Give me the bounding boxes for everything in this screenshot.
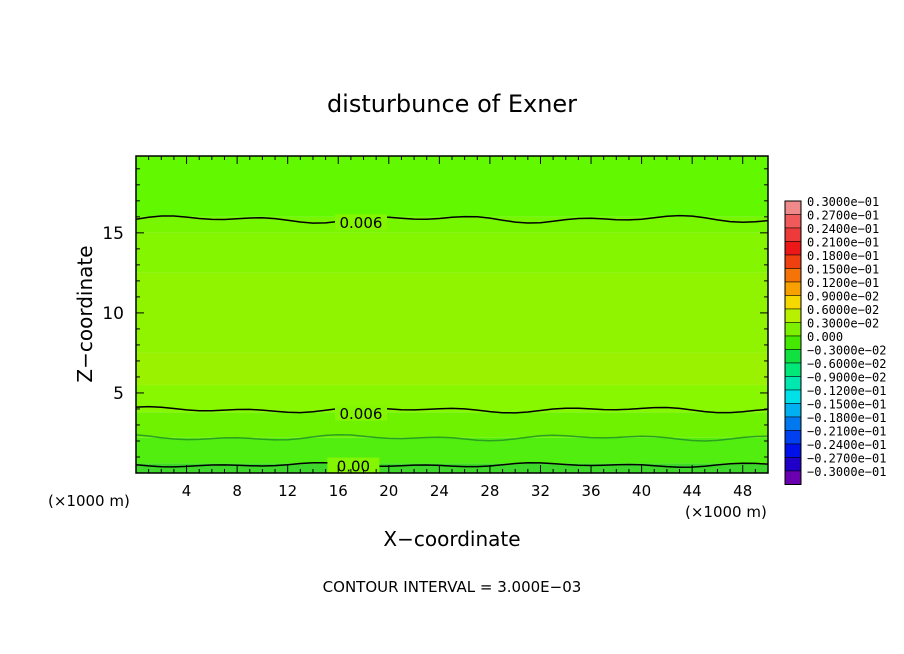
field-band-8 [136, 156, 768, 217]
colorbar-frame [784, 200, 802, 485]
colorbar-label-16: −0.1800e−01 [807, 411, 886, 425]
colorbar: 0.3000e−010.2700e−010.2400e−010.2100e−01… [784, 195, 886, 485]
contour-label-2: 0.00 [337, 458, 370, 476]
chart-title: disturbunce of Exner [327, 90, 577, 118]
colorbar-swatch-18 [784, 443, 802, 458]
field-band-0 [136, 463, 768, 473]
y-axis-label: Z−coordinate [73, 245, 97, 382]
x-tick-label-10: 44 [683, 482, 702, 500]
colorbar-label-6: 0.1200e−01 [807, 276, 879, 290]
x-tick-label-3: 16 [329, 482, 348, 500]
field-band-1 [136, 437, 768, 464]
colorbar-swatch-16 [784, 416, 802, 431]
colorbar-label-8: 0.6000e−02 [807, 303, 879, 317]
colorbar-label-11: −0.3000e−02 [807, 344, 886, 358]
x-tick-label-9: 40 [632, 482, 651, 500]
colorbar-label-17: −0.2100e−01 [807, 425, 886, 439]
field-band-6 [136, 232, 768, 273]
colorbar-label-20: −0.3000e−01 [807, 465, 886, 479]
contour-label-bg-0 [334, 214, 387, 231]
colorbar-swatch-6 [784, 281, 802, 296]
contour-lines [135, 214, 769, 468]
colorbar-label-19: −0.2700e−01 [807, 452, 886, 466]
colorbar-label-0: 0.3000e−01 [807, 195, 879, 209]
contour-line-3 [135, 461, 769, 468]
x-tick-label-8: 36 [581, 482, 600, 500]
contour-label-0: 0.006 [340, 214, 383, 232]
contour-label-1: 0.006 [340, 405, 383, 423]
colorbar-label-10: 0.000 [807, 330, 843, 344]
contour-line-0 [135, 214, 769, 224]
colorbar-swatch-8 [784, 308, 802, 323]
colorbar-swatch-13 [784, 376, 802, 391]
colorbar-label-9: 0.3000e−02 [807, 317, 879, 331]
colorbar-label-14: −0.1200e−01 [807, 384, 886, 398]
field-band-5 [136, 272, 768, 353]
y-tick-label-0: 5 [113, 384, 124, 404]
colorbar-label-3: 0.2100e−01 [807, 236, 879, 250]
colorbar-label-12: −0.6000e−02 [807, 357, 886, 371]
x-tick-label-1: 8 [232, 482, 242, 500]
x-unit-right: (×1000 m) [685, 503, 767, 521]
x-tick-label-11: 48 [733, 482, 752, 500]
x-tick-label-7: 32 [531, 482, 550, 500]
colorbar-swatch-2 [784, 227, 802, 242]
contour-label-bg-1 [334, 404, 387, 421]
x-tick-label-5: 24 [430, 482, 449, 500]
x-tick-label-6: 28 [480, 482, 499, 500]
field-band-2 [136, 412, 768, 438]
colorbar-label-5: 0.1500e−01 [807, 263, 879, 277]
y-tick-label-2: 15 [102, 224, 124, 244]
contour-label-bg-2 [327, 457, 380, 474]
contour-line-1 [135, 405, 769, 414]
colorbar-label-18: −0.2400e−01 [807, 438, 886, 452]
plot-area [136, 156, 768, 473]
contour-line-2 [135, 433, 769, 442]
colorbar-swatch-19 [784, 457, 802, 472]
field-band-4 [136, 352, 768, 385]
colorbar-label-7: 0.9000e−02 [807, 290, 879, 304]
colorbar-swatch-9 [784, 322, 802, 337]
colorbar-swatch-3 [784, 241, 802, 256]
x-unit-left: (×1000 m) [48, 492, 130, 510]
x-tick-label-4: 20 [379, 482, 398, 500]
contour-interval-footer: CONTOUR INTERVAL = 3.000E−03 [323, 578, 582, 596]
colorbar-swatch-4 [784, 254, 802, 269]
x-tick-label-2: 12 [278, 482, 297, 500]
colorbar-swatch-5 [784, 268, 802, 283]
colorbar-swatch-15 [784, 403, 802, 418]
colorbar-label-15: −0.1500e−01 [807, 398, 886, 412]
colorbar-swatch-10 [784, 335, 802, 350]
colorbar-swatch-20 [784, 470, 802, 485]
colorbar-swatch-7 [784, 295, 802, 310]
contour-labels: 0.006 0.006 0.00 [327, 214, 387, 476]
colorbar-swatch-1 [784, 214, 802, 229]
colorbar-swatch-17 [784, 430, 802, 445]
colorbar-label-1: 0.2700e−01 [807, 209, 879, 223]
colorbar-label-4: 0.1800e−01 [807, 249, 879, 263]
colorbar-label-13: −0.9000e−02 [807, 371, 886, 385]
colorbar-swatch-11 [784, 349, 802, 364]
colorbar-swatch-14 [784, 389, 802, 404]
colorbar-label-2: 0.2400e−01 [807, 222, 879, 236]
y-tick-label-1: 10 [102, 304, 124, 324]
x-tick-label-0: 4 [182, 482, 192, 500]
colorbar-swatch-12 [784, 362, 802, 377]
x-axis-label: X−coordinate [383, 527, 520, 551]
colorbar-swatch-0 [784, 200, 802, 215]
